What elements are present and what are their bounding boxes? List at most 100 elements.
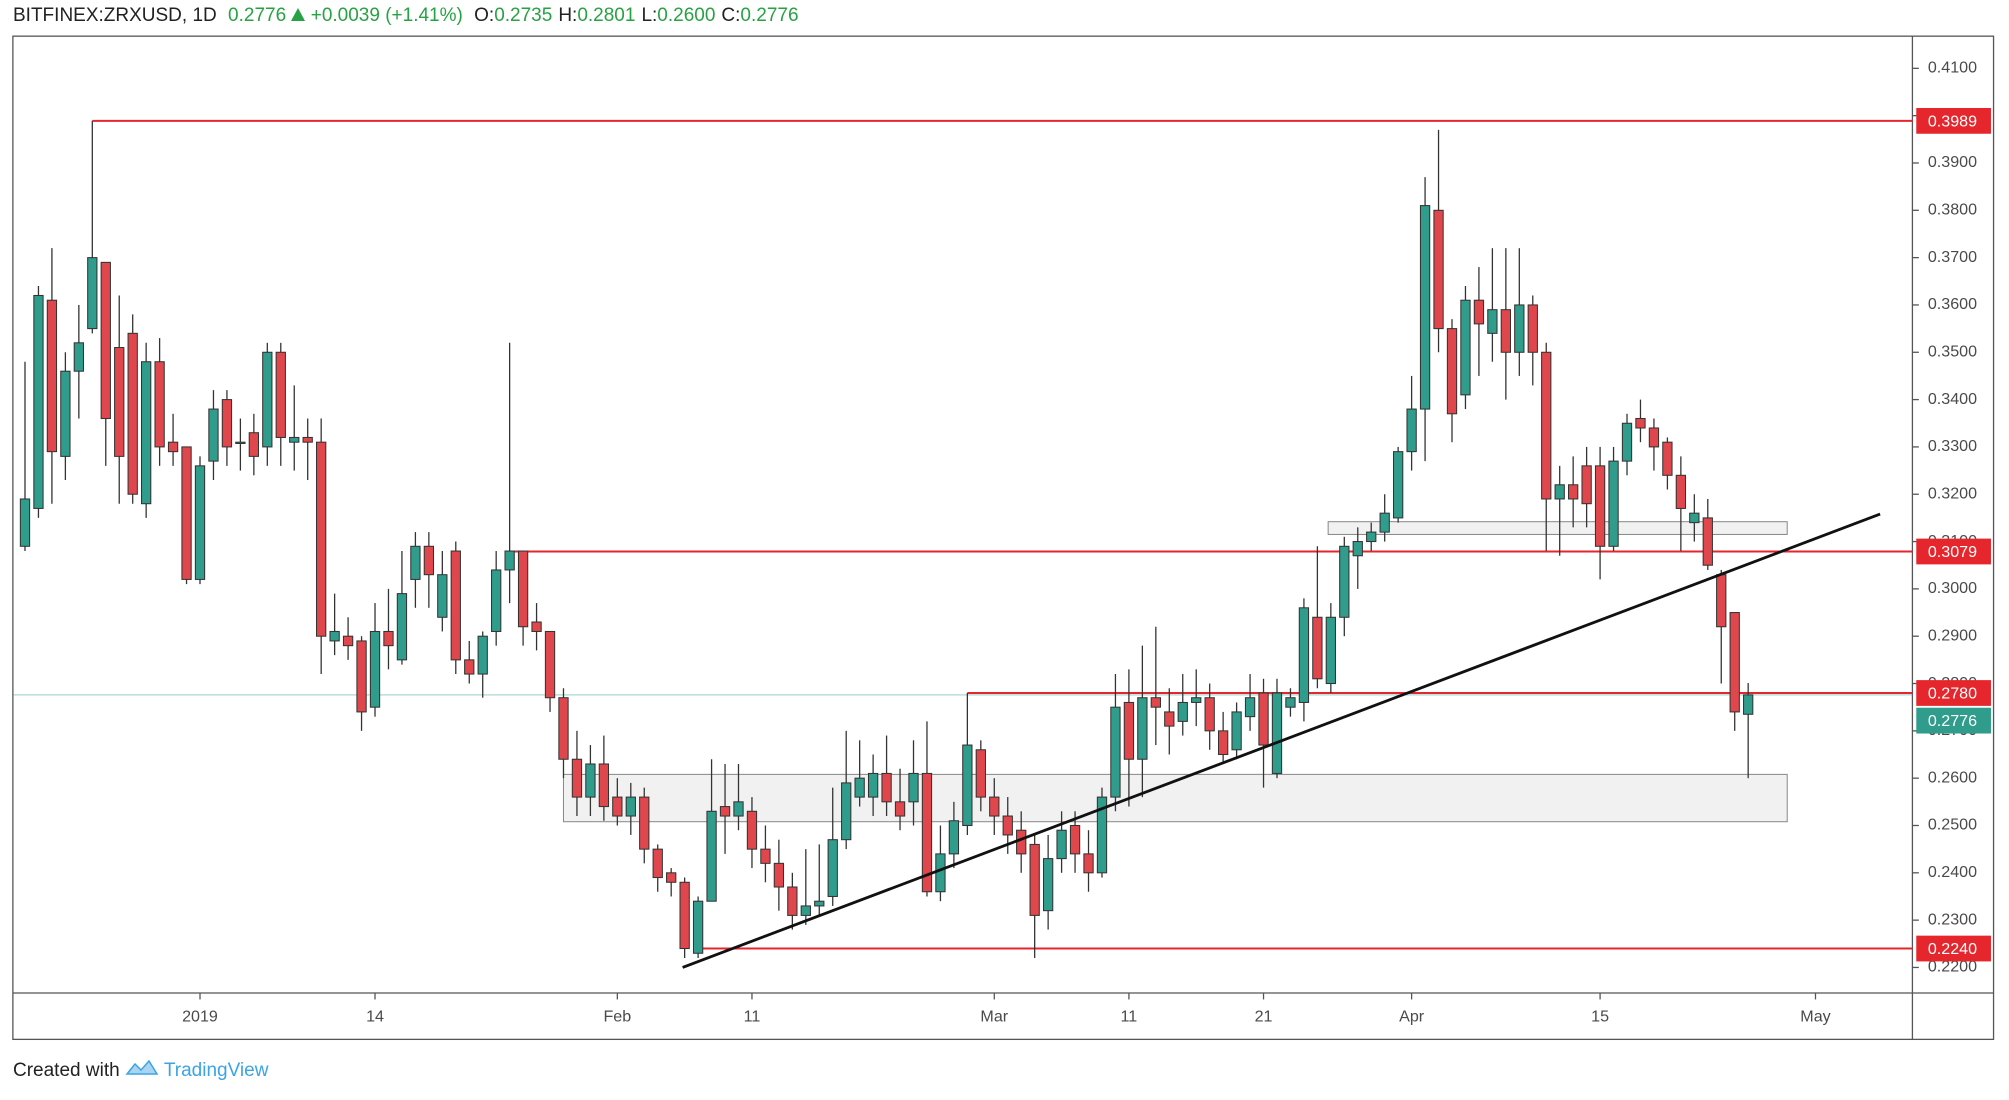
y-tick-label: 0.2600 bbox=[1928, 768, 1977, 786]
last-price: 0.2776 bbox=[228, 5, 287, 26]
candle-body bbox=[1433, 209, 1444, 330]
candle-body bbox=[73, 342, 84, 372]
candle-body bbox=[1366, 531, 1377, 543]
candles bbox=[19, 120, 1754, 958]
symbol: BITFINEX:ZRXUSD, 1D bbox=[13, 5, 217, 26]
ohlc-key: O: bbox=[474, 5, 495, 26]
candle-body bbox=[1204, 697, 1215, 732]
y-tick-label: 0.3900 bbox=[1928, 153, 1977, 171]
candle-body bbox=[141, 361, 152, 505]
candle-body bbox=[1042, 858, 1054, 912]
x-tick-label: Feb bbox=[603, 1008, 631, 1026]
candle-body bbox=[1716, 574, 1727, 628]
candle-body bbox=[625, 796, 636, 817]
candle-body bbox=[437, 574, 448, 618]
candle-body bbox=[746, 810, 758, 850]
candle-body bbox=[800, 905, 811, 916]
candle-body bbox=[275, 351, 286, 438]
x-tick-label: 11 bbox=[1121, 1008, 1138, 1026]
ohlc-value: 0.2600 bbox=[657, 5, 716, 26]
candle-body bbox=[841, 782, 852, 841]
candle-body bbox=[369, 630, 381, 708]
candle-body bbox=[329, 630, 340, 642]
candle-body bbox=[1487, 309, 1498, 334]
candle-body bbox=[894, 801, 906, 817]
candle-body bbox=[154, 361, 165, 448]
ohlc-key: C: bbox=[721, 5, 741, 26]
candle-body bbox=[1312, 616, 1323, 680]
ohlc-key: L: bbox=[641, 5, 658, 26]
candle-body bbox=[1729, 612, 1740, 713]
candle-body bbox=[1096, 796, 1108, 874]
candle-body bbox=[908, 772, 919, 803]
candle-body bbox=[1123, 701, 1135, 760]
candle-body bbox=[1527, 304, 1538, 353]
candle-body bbox=[1217, 730, 1229, 756]
candle-body bbox=[1743, 694, 1754, 715]
candle-body bbox=[396, 593, 408, 661]
candle-body bbox=[1648, 427, 1660, 448]
candle-body bbox=[692, 900, 704, 954]
candle-body bbox=[60, 370, 71, 457]
candle-body bbox=[1379, 512, 1390, 533]
levels bbox=[12, 119, 1913, 950]
candle-body bbox=[1016, 829, 1027, 855]
candle-body bbox=[181, 446, 192, 580]
candle-body bbox=[935, 853, 946, 893]
candle-body bbox=[167, 441, 179, 453]
candle-body bbox=[881, 772, 892, 803]
up-arrow-icon bbox=[291, 8, 306, 21]
price-change: +0.0039 (+1.41%) bbox=[310, 5, 463, 26]
x-tick-label: 21 bbox=[1255, 1008, 1273, 1026]
y-tick-label: 0.3600 bbox=[1928, 295, 1977, 313]
candle-body bbox=[1608, 460, 1619, 547]
x-tick-label: 14 bbox=[366, 1008, 384, 1026]
candle-body bbox=[1164, 711, 1175, 727]
candle-body bbox=[1541, 351, 1552, 500]
trendline bbox=[682, 512, 1881, 969]
level-price-box bbox=[1916, 107, 1991, 134]
candle-body bbox=[706, 810, 717, 902]
level-price-label: 0.2240 bbox=[1928, 940, 1977, 958]
candle-body bbox=[719, 806, 731, 817]
candle-body bbox=[921, 772, 933, 893]
y-tick-label: 0.3200 bbox=[1928, 484, 1977, 502]
candle-body bbox=[1568, 484, 1579, 500]
y-tick-label: 0.2300 bbox=[1928, 910, 1977, 928]
chart-frame bbox=[12, 35, 1995, 1041]
candle-body bbox=[127, 332, 138, 495]
candle-body bbox=[544, 630, 556, 699]
candle-body bbox=[1137, 697, 1148, 760]
candle-body bbox=[814, 900, 825, 907]
candle-body bbox=[1635, 418, 1646, 429]
level-price-label: 0.3079 bbox=[1928, 543, 1977, 561]
candle-body bbox=[666, 872, 677, 883]
level-price-box bbox=[1916, 538, 1991, 565]
candle-body bbox=[773, 862, 785, 888]
last-price-label: 0.2776 bbox=[1928, 712, 1977, 730]
footer-brand: TradingView bbox=[163, 1060, 269, 1081]
footer: Created with TradingView bbox=[13, 1057, 268, 1085]
candle-body bbox=[491, 569, 502, 632]
y-tick-label: 0.3500 bbox=[1928, 343, 1977, 361]
candle-body bbox=[1702, 517, 1713, 566]
ohlc-value: 0.2801 bbox=[577, 5, 636, 26]
candle-body bbox=[33, 294, 44, 509]
y-tick-label: 0.2500 bbox=[1928, 816, 1977, 834]
candle-body bbox=[1083, 853, 1094, 874]
candle-body bbox=[867, 772, 879, 798]
candle-body bbox=[302, 436, 313, 443]
x-tick-label: Mar bbox=[980, 1008, 1008, 1026]
x-tick-label: 11 bbox=[744, 1008, 761, 1026]
candle-body bbox=[356, 640, 367, 713]
x-tick-label: May bbox=[1800, 1008, 1830, 1026]
candle-body bbox=[948, 820, 960, 855]
y-tick-label: 0.3800 bbox=[1928, 201, 1977, 219]
candle-body bbox=[1662, 441, 1673, 476]
x-tick-label: 15 bbox=[1591, 1008, 1609, 1026]
y-tick-label: 0.4100 bbox=[1928, 59, 1977, 77]
y-tick-label: 0.3000 bbox=[1928, 579, 1977, 597]
candle-body bbox=[1514, 304, 1525, 353]
y-tick-label: 0.2900 bbox=[1928, 626, 1977, 644]
candle-body bbox=[450, 550, 461, 661]
